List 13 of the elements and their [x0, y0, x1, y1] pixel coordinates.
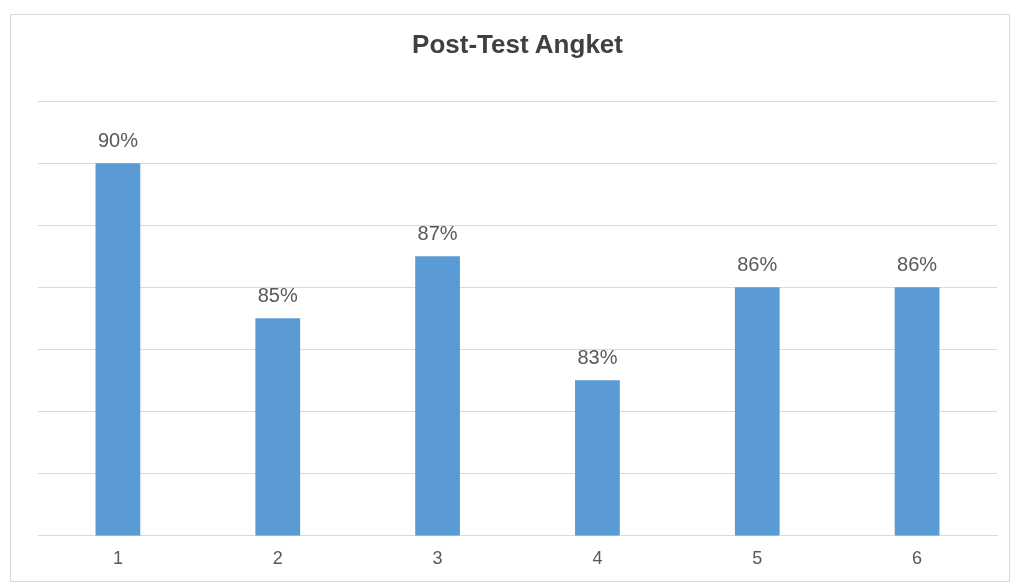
- x-tick-label: 1: [112, 548, 123, 569]
- data-label: 86%: [897, 252, 938, 275]
- data-label: 87%: [417, 221, 458, 244]
- x-tick-label: 2: [272, 548, 283, 569]
- x-tick-label: 6: [912, 548, 923, 569]
- data-label: 86%: [737, 252, 778, 275]
- chart-title: Post-Test Angket: [412, 28, 624, 59]
- x-tick-label: 5: [752, 548, 763, 569]
- x-tick-label: 3: [432, 548, 443, 569]
- data-label: 85%: [257, 283, 298, 306]
- x-tick-label: 4: [592, 548, 603, 569]
- data-label: 90%: [97, 128, 139, 151]
- data-label: 83%: [577, 345, 618, 368]
